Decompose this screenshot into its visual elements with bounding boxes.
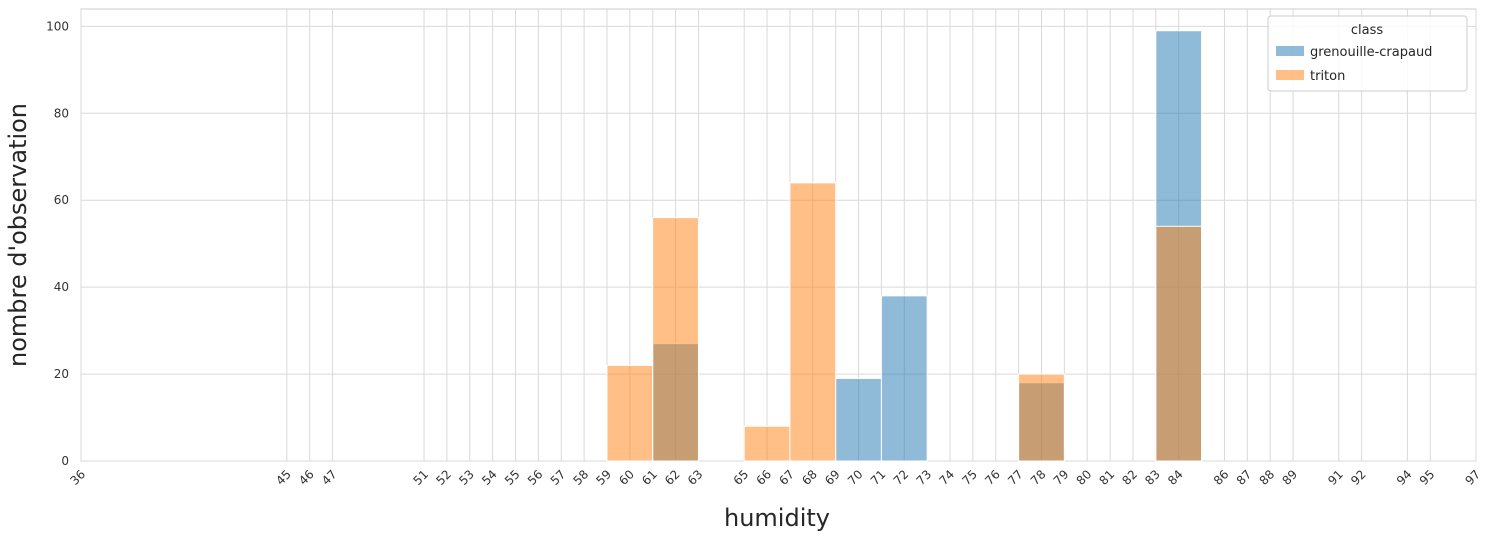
- x-tick-label: 66: [753, 467, 774, 488]
- x-tick-label: 57: [548, 467, 569, 488]
- bar-grenouille-crapaud: [835, 377, 882, 462]
- plot-background: [80, 8, 1477, 462]
- x-tick-label: 83: [1142, 467, 1163, 488]
- x-tick-label: 71: [868, 467, 889, 488]
- x-tick-label: 86: [1211, 467, 1232, 488]
- x-tick-label: 97: [1462, 467, 1483, 488]
- x-tick-label: 54: [479, 467, 500, 488]
- y-tick-label: 100: [46, 19, 69, 33]
- x-tick-label: 79: [1051, 467, 1072, 488]
- legend-swatch-grenouille-crapaud: [1276, 46, 1304, 56]
- x-tick-label: 80: [1074, 467, 1095, 488]
- x-tick-label: 75: [959, 467, 980, 488]
- x-tick-labels: 36 45 46 47 51 52 53 54 55 56 57 58 59 60 61 62 63 65 66 67…: [67, 467, 1483, 488]
- x-tick-label: 55: [502, 467, 523, 488]
- legend-swatch-triton: [1276, 70, 1304, 80]
- x-tick-label: 70: [845, 467, 866, 488]
- x-tick-label: 94: [1394, 467, 1415, 488]
- x-tick-label: 78: [1028, 467, 1049, 488]
- x-tick-label: 77: [1005, 467, 1026, 488]
- bar-triton: [1018, 373, 1065, 462]
- x-tick-label: 88: [1257, 467, 1278, 488]
- legend: class grenouille-crapaud triton: [1267, 15, 1468, 92]
- bar-triton: [743, 425, 791, 462]
- y-tick-labels: 0 20 40 60 80 100: [46, 19, 69, 468]
- bar-triton: [652, 217, 699, 462]
- x-tick-label: 84: [1165, 467, 1186, 488]
- y-tick-label: 20: [54, 367, 69, 381]
- x-tick-label: 45: [273, 467, 294, 488]
- x-tick-label: 63: [685, 467, 706, 488]
- x-tick-label: 91: [1325, 467, 1346, 488]
- x-tick-label: 73: [914, 467, 935, 488]
- y-tick-label: 0: [61, 454, 69, 468]
- x-tick-label: 67: [776, 467, 797, 488]
- x-tick-label: 68: [799, 467, 820, 488]
- legend-title: class: [1351, 23, 1383, 38]
- x-tick-label: 61: [639, 467, 660, 488]
- y-tick-label: 40: [54, 280, 69, 294]
- x-tick-label: 74: [936, 467, 957, 488]
- x-tick-label: 62: [662, 467, 683, 488]
- x-tick-label: 72: [891, 467, 912, 488]
- x-tick-label: 53: [456, 467, 477, 488]
- x-tick-label: 82: [1119, 467, 1140, 488]
- x-tick-label: 36: [67, 467, 88, 488]
- x-tick-label: 65: [731, 467, 752, 488]
- x-tick-label: 52: [433, 467, 454, 488]
- x-tick-label: 87: [1234, 467, 1255, 488]
- bar-triton: [789, 182, 837, 462]
- bar-triton: [606, 364, 654, 462]
- x-tick-label: 69: [822, 467, 843, 488]
- x-tick-label: 46: [296, 467, 317, 488]
- y-tick-label: 80: [54, 106, 69, 120]
- x-tick-label: 89: [1279, 467, 1300, 488]
- y-axis-title: nombre d'observation: [4, 103, 32, 367]
- x-tick-label: 56: [525, 467, 546, 488]
- legend-frame: [1267, 15, 1468, 92]
- x-tick-label: 47: [319, 467, 340, 488]
- x-tick-label: 95: [1417, 467, 1438, 488]
- x-tick-label: 92: [1348, 467, 1369, 488]
- bar-triton: [1155, 225, 1203, 462]
- x-axis-title: humidity: [724, 504, 830, 532]
- legend-label-grenouille-crapaud: grenouille-crapaud: [1310, 45, 1432, 60]
- y-tick-label: 60: [54, 193, 69, 207]
- legend-label-triton: triton: [1310, 69, 1345, 84]
- x-tick-label: 60: [616, 467, 637, 488]
- x-tick-label: 81: [1097, 467, 1118, 488]
- bar-grenouille-crapaud: [880, 295, 928, 462]
- bars: [606, 30, 1203, 462]
- x-tick-label: 76: [982, 467, 1003, 488]
- x-tick-label: 51: [410, 467, 431, 488]
- x-tick-label: 58: [571, 467, 592, 488]
- x-tick-label: 59: [593, 467, 614, 488]
